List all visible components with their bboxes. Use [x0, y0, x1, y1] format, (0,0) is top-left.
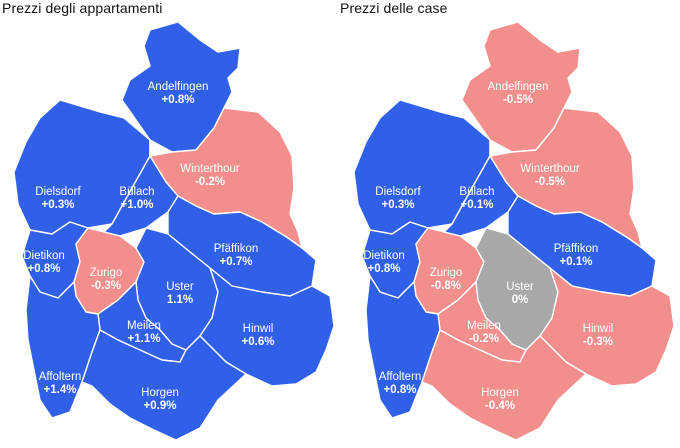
- district-name-andelfingen: Andelfingen: [488, 81, 549, 93]
- district-value-uster: 0%: [512, 294, 529, 306]
- district-value-dielsdorf: +0.3%: [382, 199, 415, 211]
- district-value-meilen: -0.2%: [469, 333, 499, 345]
- district-name-winterthour: Winterthour: [520, 163, 580, 175]
- district-name-pfaffikon: Pfäffikon: [554, 243, 599, 255]
- district-name-meilen: Meilen: [467, 320, 501, 332]
- district-value-horgen: +0.9%: [144, 400, 177, 412]
- district-value-dietikon: +0.8%: [368, 263, 401, 275]
- district-name-zurigo: Zurigo: [90, 267, 123, 279]
- district-name-horgen: Horgen: [481, 387, 519, 399]
- district-name-pfaffikon: Pfäffikon: [214, 243, 259, 255]
- district-horgen: [81, 329, 247, 441]
- district-name-dielsdorf: Dielsdorf: [35, 186, 81, 198]
- district-value-pfaffikon: +0.7%: [220, 256, 253, 268]
- district-name-hinwil: Hinwil: [583, 323, 614, 335]
- district-value-hinwil: -0.3%: [583, 336, 613, 348]
- district-value-horgen: -0.4%: [485, 400, 515, 412]
- district-name-uster: Uster: [506, 281, 534, 293]
- district-hinwil: [199, 267, 335, 387]
- district-value-winterthour: -0.5%: [535, 176, 565, 188]
- map-house-prices: Andelfingen-0.5%Winterthour-0.5%Dielsdor…: [353, 21, 675, 441]
- district-value-hinwil: +0.6%: [242, 336, 275, 348]
- district-hinwil: [539, 267, 675, 387]
- district-horgen: [421, 329, 587, 441]
- district-value-affoltern: +1.4%: [44, 384, 77, 396]
- district-name-affoltern: Affoltern: [379, 371, 422, 383]
- district-value-uster: 1.1%: [167, 294, 193, 306]
- district-value-dielsdorf: +0.3%: [42, 199, 75, 211]
- district-value-winterthour: -0.2%: [195, 176, 225, 188]
- district-value-zurigo: -0.3%: [91, 280, 121, 292]
- district-value-andelfingen: +0.8%: [162, 94, 195, 106]
- district-name-hinwil: Hinwil: [243, 323, 274, 335]
- district-name-affoltern: Affoltern: [39, 371, 82, 383]
- district-value-pfaffikon: +0.1%: [560, 256, 593, 268]
- district-name-winterthour: Winterthour: [180, 163, 240, 175]
- district-name-zurigo: Zurigo: [430, 267, 463, 279]
- district-value-affoltern: +0.8%: [384, 384, 417, 396]
- map-title-apartments: Prezzi degli appartamenti: [2, 0, 163, 16]
- district-name-meilen: Meilen: [127, 320, 161, 332]
- district-value-dietikon: +0.8%: [28, 263, 61, 275]
- district-name-dietikon: Dietikon: [23, 250, 65, 262]
- district-value-bulach: +0.1%: [461, 199, 494, 211]
- district-name-bulach: Bülach: [459, 186, 494, 198]
- map-title-houses: Prezzi delle case: [340, 0, 448, 16]
- district-value-zurigo: -0.8%: [431, 280, 461, 292]
- district-value-meilen: +1.1%: [128, 333, 161, 345]
- map-apartment-prices: Andelfingen+0.8%Winterthour-0.2%Dielsdor…: [13, 21, 335, 441]
- district-name-dielsdorf: Dielsdorf: [375, 186, 421, 198]
- district-name-dietikon: Dietikon: [363, 250, 405, 262]
- district-value-bulach: +1.0%: [121, 199, 154, 211]
- district-name-uster: Uster: [166, 281, 194, 293]
- district-value-andelfingen: -0.5%: [503, 94, 533, 106]
- district-name-horgen: Horgen: [141, 387, 179, 399]
- district-name-andelfingen: Andelfingen: [148, 81, 209, 93]
- district-name-bulach: Bülach: [119, 186, 154, 198]
